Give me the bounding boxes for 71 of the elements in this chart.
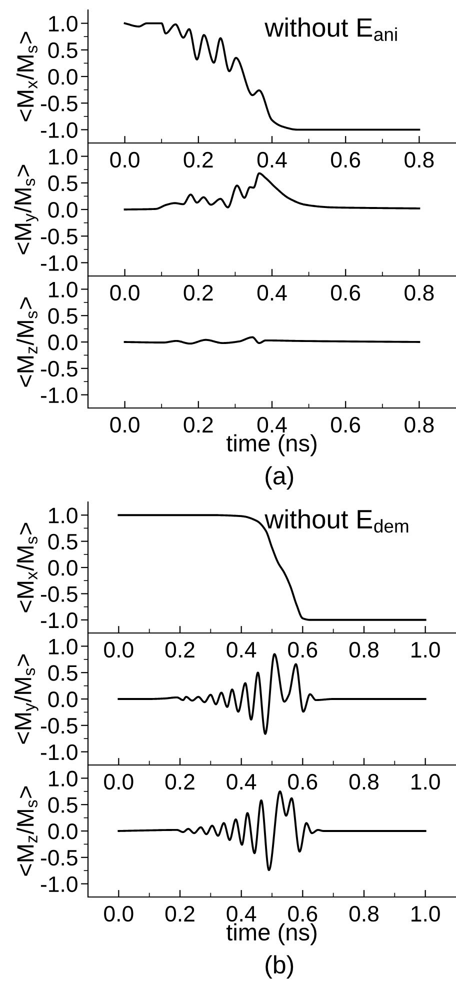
y-axis-title: <M$_{z}$/M$_{s}$> bbox=[16, 297, 38, 387]
x-tick-label: 1.0 bbox=[412, 774, 440, 790]
x-tick-label: 0.8 bbox=[404, 284, 434, 301]
annotation: without E$_{dem}$ bbox=[264, 509, 408, 533]
x-tick-label: 0.2 bbox=[165, 906, 194, 922]
y-tick-label: 0.5 bbox=[48, 175, 78, 192]
y-tick-label: -1.0 bbox=[40, 387, 78, 404]
y-axis-title: <M$_{y}$/M$_{s}$> bbox=[14, 164, 38, 254]
y-tick-label: -0.5 bbox=[40, 360, 78, 377]
x-tick-label: 0.8 bbox=[349, 906, 378, 922]
y-tick-label: -1.0 bbox=[40, 744, 78, 760]
y-tick-label: 1.0 bbox=[49, 16, 78, 32]
y-tick-label: -0.5 bbox=[40, 228, 78, 244]
x-tick-label: 0.0 bbox=[110, 416, 140, 433]
x-tick-label: 0.0 bbox=[110, 152, 140, 168]
y-tick-label: -1.0 bbox=[40, 612, 78, 628]
x-tick-label: 0.2 bbox=[184, 416, 213, 433]
y-tick-label: 0.0 bbox=[48, 202, 78, 218]
annotation: without E$_{ani}$ bbox=[264, 18, 397, 41]
y-axis-title: <M$_{y}$/M$_{s}$> bbox=[14, 654, 38, 744]
x-tick-label: 0.2 bbox=[165, 642, 194, 658]
y-tick-label: 0.0 bbox=[48, 692, 78, 708]
y-axis-title: <M$_{x}$/M$_{s}$> bbox=[16, 32, 38, 122]
y-tick-label: 0.0 bbox=[48, 69, 78, 85]
x-tick-label: 0.2 bbox=[184, 284, 213, 301]
x-tick-label: 1.0 bbox=[412, 642, 440, 658]
y-tick-label: 1.0 bbox=[49, 508, 78, 524]
y-tick-label: 0.0 bbox=[48, 824, 78, 840]
x-tick-label: 0.4 bbox=[257, 284, 287, 301]
x-tick-label: 0.4 bbox=[257, 416, 287, 433]
x-tick-label: 0.4 bbox=[257, 152, 287, 168]
text: (a) bbox=[266, 466, 294, 490]
x-tick-label: 0.2 bbox=[165, 774, 194, 790]
x-tick-label: 0.0 bbox=[104, 774, 134, 790]
y-tick-label: -0.5 bbox=[40, 586, 78, 602]
x-tick-label: 0.0 bbox=[110, 284, 140, 301]
x-tick-label: 0.6 bbox=[331, 152, 360, 168]
y-axis-title: <M$_{x}$/M$_{s}$> bbox=[16, 522, 38, 612]
y-tick-label: -0.5 bbox=[40, 718, 78, 734]
x-tick-label: 0.2 bbox=[184, 152, 213, 168]
x-axis-title: time (ns) bbox=[226, 434, 316, 456]
y-tick-label: 0.5 bbox=[48, 797, 78, 813]
text: (b) bbox=[266, 955, 294, 979]
x-tick-label: 0.0 bbox=[104, 642, 134, 658]
x-tick-label: 1.0 bbox=[412, 906, 440, 922]
y-axis-title: <M$_{z}$/M$_{s}$> bbox=[16, 786, 38, 876]
x-tick-label: 0.6 bbox=[331, 416, 360, 433]
y-tick-label: 0.5 bbox=[48, 42, 78, 58]
y-tick-label: 0.0 bbox=[48, 560, 78, 576]
y-tick-label: -1.0 bbox=[40, 876, 78, 892]
x-tick-label: 0.6 bbox=[331, 284, 360, 301]
y-tick-label: 0.5 bbox=[48, 534, 78, 550]
x-tick-label: 0.8 bbox=[404, 152, 434, 168]
y-tick-label: -1.0 bbox=[40, 122, 78, 138]
y-tick-label: 0.5 bbox=[48, 308, 78, 324]
x-tick-label: 0.6 bbox=[288, 774, 318, 790]
y-tick-label: 0.0 bbox=[48, 334, 78, 350]
x-tick-label: 0.8 bbox=[349, 642, 378, 658]
x-tick-label: 0.0 bbox=[104, 906, 134, 922]
y-tick-label: -0.5 bbox=[40, 850, 78, 866]
x-tick-label: 0.6 bbox=[288, 906, 318, 922]
x-tick-label: 0.6 bbox=[288, 642, 318, 658]
x-tick-label: 0.4 bbox=[226, 906, 256, 922]
y-tick-label: 0.5 bbox=[48, 665, 78, 681]
y-tick-label: -1.0 bbox=[40, 255, 78, 271]
x-tick-label: 0.4 bbox=[226, 642, 256, 658]
x-tick-label: 0.4 bbox=[226, 774, 256, 790]
x-tick-label: 0.8 bbox=[404, 416, 434, 433]
x-axis-title: time (ns) bbox=[226, 923, 316, 946]
x-tick-label: 0.8 bbox=[349, 774, 378, 790]
y-tick-label: -0.5 bbox=[40, 96, 78, 112]
